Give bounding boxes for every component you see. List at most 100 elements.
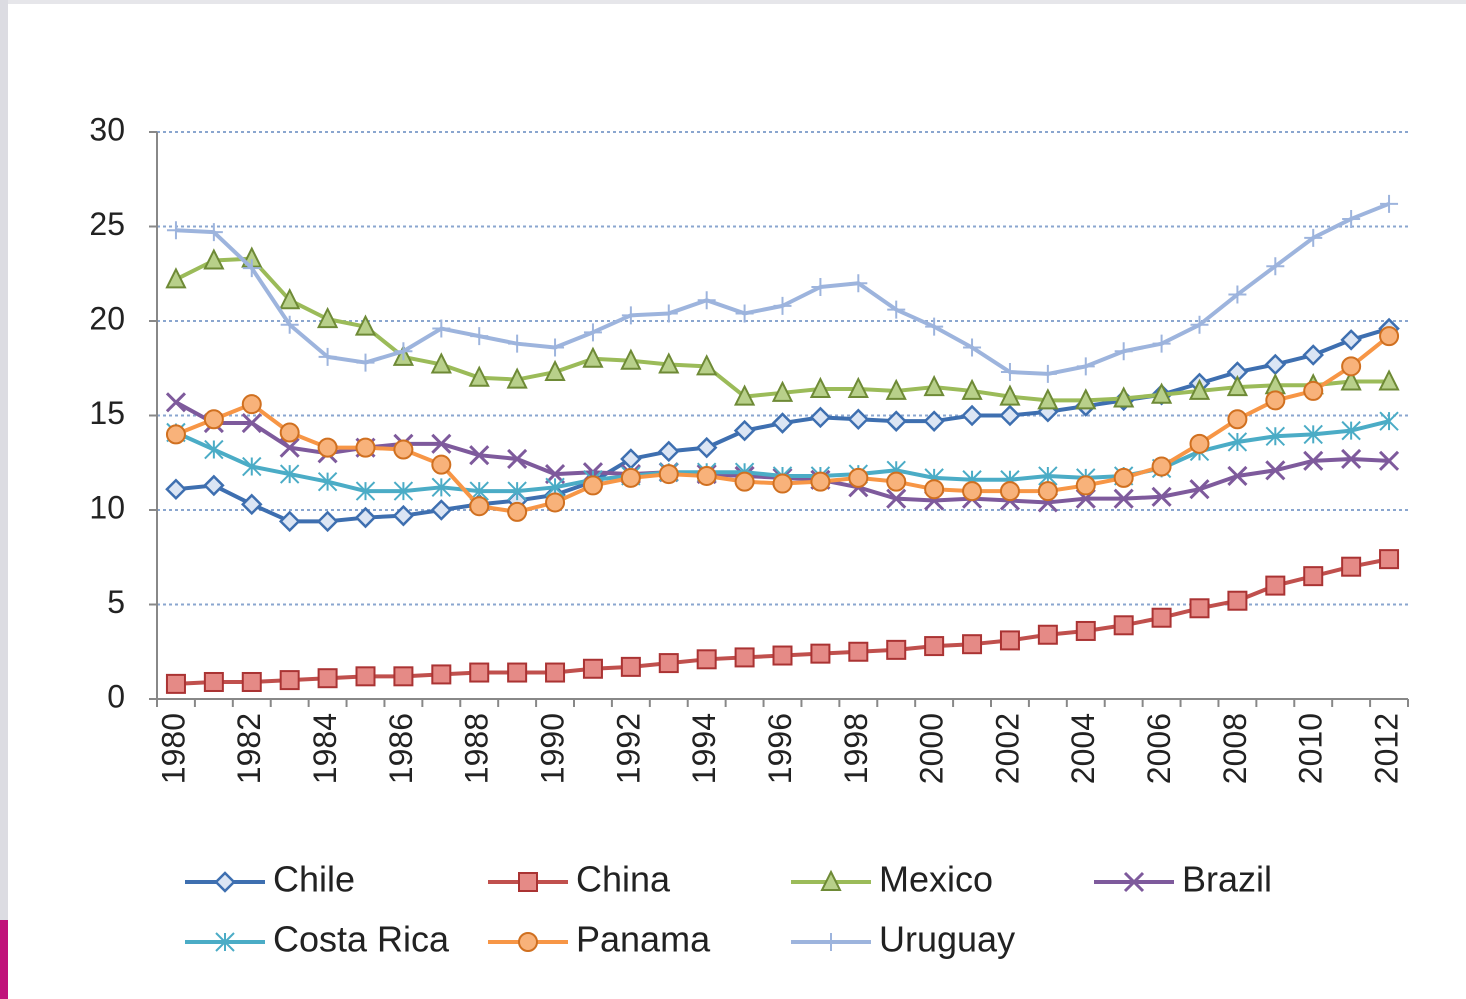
marker [316,510,339,533]
legend-label: Mexico [879,859,993,900]
marker [317,437,338,458]
marker [317,471,338,492]
marker [241,394,262,415]
marker [1227,590,1248,611]
marker [1152,334,1171,353]
marker [1227,465,1248,487]
legend-label: Panama [576,919,711,960]
marker [1264,353,1287,376]
marker [355,437,376,458]
marker [203,248,225,270]
marker [582,346,604,368]
marker [279,422,300,443]
legend-label: Chile [273,859,355,900]
marker [999,630,1020,651]
marker [620,448,642,470]
x-tick-label: 1980 [155,713,191,784]
marker [886,471,907,492]
marker [1151,456,1172,477]
marker [1113,386,1135,408]
marker [432,319,451,338]
marker [1188,378,1211,400]
marker [962,481,983,502]
marker [203,409,224,430]
marker [1113,488,1134,509]
x-tick-label: 1986 [383,713,419,784]
marker [1265,426,1286,446]
marker [431,477,452,498]
marker [165,478,187,500]
marker [241,671,262,692]
marker [696,649,717,670]
marker [279,287,301,310]
marker [507,662,528,683]
marker [506,367,528,389]
marker [771,380,794,402]
marker [356,353,375,372]
marker [1228,285,1247,304]
legend: Chile China Mexico Brazil Costa Rica Panama Ur… [185,859,1272,960]
marker [1189,479,1210,500]
marker [354,506,377,529]
x-tick-label: 2002 [989,713,1025,784]
marker [241,493,263,516]
x-tick-label: 2004 [1065,713,1101,784]
series [165,549,1400,694]
marker [1037,481,1058,502]
marker [430,499,453,521]
marker [165,392,187,413]
marker [1150,382,1173,404]
marker [1151,607,1172,628]
marker [963,338,982,357]
marker [1000,363,1019,382]
y-tick-label: 25 [89,206,125,242]
marker [1341,420,1361,441]
marker [392,504,415,527]
marker [545,492,566,513]
x-tick-label: 2000 [914,713,950,784]
marker [620,467,641,488]
marker [507,448,528,470]
y-tick-label: 20 [89,300,125,336]
marker [1379,326,1400,347]
marker [242,456,262,477]
y-tick-label: 0 [107,678,125,714]
marker [431,664,452,685]
marker [355,481,376,501]
y-tick-label: 15 [89,395,125,431]
marker [468,365,490,387]
y-tick-label: 10 [89,489,125,525]
marker [658,464,679,485]
marker [848,467,869,488]
plot-area: 0 5 10 15 20 25 30 1980 1982 1984 1986 1988 1990 1992… [89,111,1409,960]
legend-marker [518,932,538,952]
marker [1340,369,1362,391]
marker [1190,315,1209,334]
marker [165,267,187,289]
marker [393,481,414,501]
marker [165,673,186,694]
marker [658,352,680,374]
marker [278,510,301,533]
marker [658,653,679,674]
marker [470,327,489,346]
marker [735,304,754,323]
marker [886,488,907,509]
marker [1378,450,1400,471]
marker [469,496,490,517]
marker [1113,467,1134,488]
marker [733,419,756,442]
accent [0,920,8,999]
marker [1227,432,1248,452]
legend-marker [820,869,842,891]
x-tick-label: 1994 [686,713,722,784]
marker [1266,257,1285,276]
series [165,326,1400,522]
marker [1379,411,1399,431]
marker [279,670,300,691]
marker [1189,598,1210,619]
marker [848,641,869,662]
marker [847,408,870,431]
marker [1341,356,1362,377]
